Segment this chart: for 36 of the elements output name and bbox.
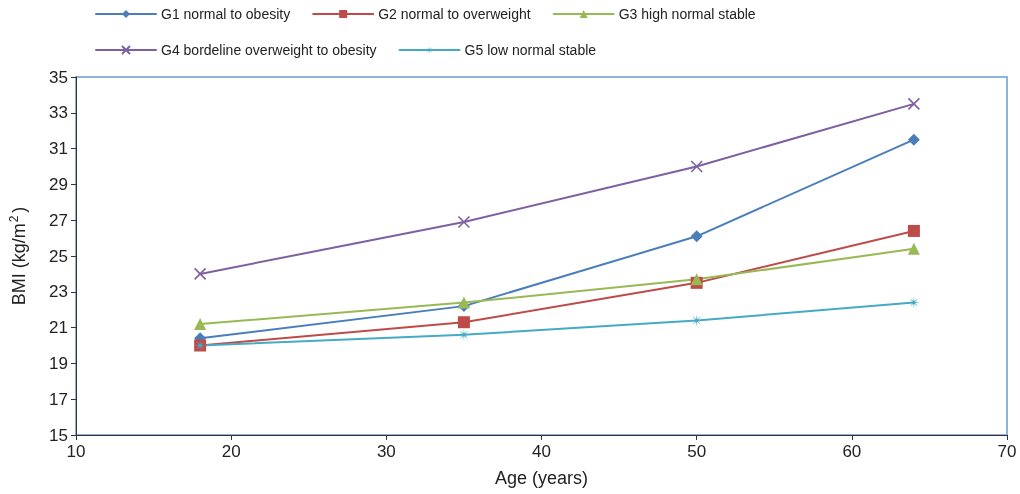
y-tick-label: 17 bbox=[49, 389, 68, 409]
y-tick-label: 25 bbox=[49, 246, 68, 266]
y-tick-label: 21 bbox=[49, 318, 68, 338]
point bbox=[457, 215, 471, 229]
legend-label: G1 normal to obesity bbox=[161, 6, 291, 22]
y-tick-label: 23 bbox=[49, 282, 68, 302]
point bbox=[457, 296, 470, 309]
y-tick-label: 15 bbox=[49, 425, 68, 445]
x-tick-label: 50 bbox=[687, 442, 707, 461]
x-tick-label: 40 bbox=[532, 442, 551, 461]
point bbox=[907, 97, 921, 111]
x-axis-title: Age (years) bbox=[494, 468, 589, 488]
y-tick-label: 27 bbox=[49, 210, 68, 230]
x-tick-label: 60 bbox=[842, 442, 862, 461]
point bbox=[907, 133, 920, 146]
y-tick-label: 35 bbox=[49, 67, 68, 87]
legend-label: G4 bordeline overweight to obesity bbox=[161, 42, 377, 58]
legend-label: G5 low normal stable bbox=[464, 42, 597, 58]
point bbox=[690, 160, 703, 173]
x-tick-label: 30 bbox=[376, 442, 396, 461]
legend-label: G2 normal to overweight bbox=[378, 6, 531, 22]
x-tick-label: 20 bbox=[221, 442, 241, 461]
legend-label: G3 high normal stable bbox=[618, 6, 756, 22]
x-tick-label: 70 bbox=[997, 442, 1017, 461]
point bbox=[690, 230, 703, 243]
y-tick-label: 29 bbox=[49, 174, 68, 194]
y-axis-title: BMI (kg/m2) bbox=[7, 206, 29, 306]
x-tick-label: 10 bbox=[66, 442, 86, 461]
y-tick-label: 33 bbox=[49, 103, 68, 123]
point bbox=[193, 267, 207, 281]
point bbox=[907, 224, 920, 237]
point bbox=[907, 242, 920, 255]
point bbox=[457, 316, 470, 329]
y-tick-label: 19 bbox=[49, 353, 68, 373]
y-tick-label: 31 bbox=[49, 139, 68, 159]
point bbox=[194, 318, 207, 331]
